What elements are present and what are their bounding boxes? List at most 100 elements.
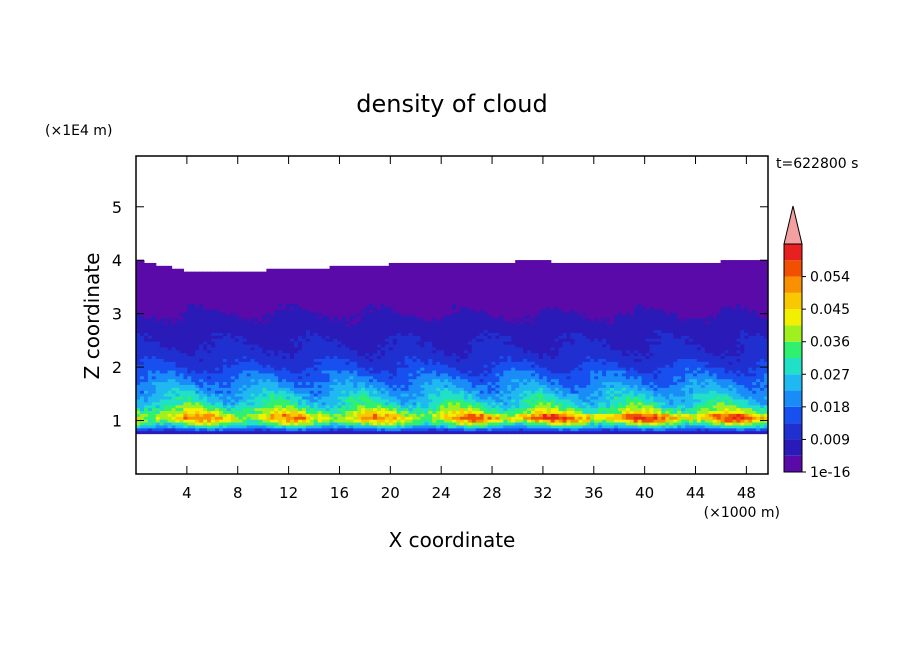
contour-cell bbox=[444, 390, 449, 394]
contour-cell bbox=[400, 407, 406, 411]
contour-cell bbox=[582, 419, 587, 423]
contour-cell bbox=[744, 410, 749, 414]
contour-cell bbox=[677, 419, 682, 423]
contour-cell bbox=[207, 398, 212, 403]
contour-cell bbox=[752, 358, 757, 362]
contour-cell bbox=[574, 346, 579, 351]
contour-cell bbox=[242, 384, 248, 388]
contour-cell bbox=[416, 384, 421, 388]
contour-cell bbox=[242, 387, 248, 391]
contour-cell bbox=[764, 404, 768, 409]
contour-cell bbox=[412, 369, 418, 374]
contour-cell bbox=[534, 407, 540, 411]
contour-cell bbox=[369, 361, 374, 365]
contour-cell bbox=[756, 421, 761, 426]
contour-cell bbox=[203, 375, 208, 380]
contour-cell bbox=[534, 404, 540, 409]
contour-cell bbox=[641, 410, 647, 414]
contour-cell bbox=[463, 424, 469, 429]
contour-cell bbox=[645, 364, 651, 368]
contour-cell bbox=[357, 427, 362, 432]
contour-cell bbox=[696, 410, 702, 414]
contour-cell bbox=[479, 416, 485, 420]
contour-cell bbox=[538, 393, 544, 397]
contour-cell bbox=[317, 404, 323, 409]
contour-cell bbox=[139, 341, 145, 345]
contour-cell bbox=[412, 419, 418, 423]
contour-cell bbox=[578, 395, 583, 400]
contour-cell bbox=[167, 378, 173, 383]
contour-cell bbox=[349, 393, 354, 397]
contour-cell bbox=[542, 393, 548, 397]
contour-cell bbox=[191, 410, 196, 414]
contour-cell bbox=[183, 369, 188, 374]
contour-cell bbox=[139, 355, 145, 359]
contour-cell bbox=[230, 390, 236, 394]
contour-cell bbox=[361, 424, 366, 429]
contour-cell bbox=[380, 393, 386, 397]
contour-cell bbox=[325, 427, 331, 432]
contour-cell bbox=[732, 390, 737, 394]
contour-cell bbox=[503, 381, 508, 385]
contour-cell bbox=[301, 404, 307, 409]
contour-cell bbox=[266, 358, 271, 362]
contour-cell bbox=[558, 358, 564, 362]
contour-cell bbox=[606, 361, 611, 365]
contour-cell bbox=[736, 393, 741, 397]
contour-cell bbox=[282, 430, 287, 435]
contour-cell bbox=[317, 421, 323, 426]
contour-cell bbox=[649, 343, 655, 348]
contour-cell bbox=[309, 346, 315, 351]
contour-cell bbox=[590, 381, 595, 385]
contour-cell bbox=[507, 410, 512, 414]
contour-cell bbox=[724, 369, 730, 374]
contour-cell bbox=[341, 410, 346, 414]
contour-cell bbox=[479, 372, 485, 377]
contour-cell bbox=[349, 355, 354, 359]
contour-cell bbox=[380, 372, 386, 377]
contour-cell bbox=[357, 381, 362, 385]
contour-cell bbox=[171, 430, 177, 435]
contour-cell bbox=[744, 390, 749, 394]
contour-cell bbox=[373, 419, 378, 423]
contour-cell bbox=[503, 390, 508, 394]
contour-cell bbox=[491, 410, 497, 414]
contour-cell bbox=[712, 407, 718, 411]
contour-cell bbox=[538, 416, 544, 420]
contour-cell bbox=[566, 393, 572, 397]
contour-cell bbox=[254, 352, 260, 357]
contour-cell bbox=[218, 381, 224, 385]
contour-cell bbox=[325, 369, 331, 374]
contour-cell bbox=[191, 393, 196, 397]
contour-cell bbox=[752, 372, 757, 377]
contour-cell bbox=[471, 381, 477, 385]
contour-cell bbox=[361, 364, 366, 368]
contour-cell bbox=[282, 343, 287, 348]
contour-cell bbox=[764, 427, 768, 432]
contour-cell bbox=[440, 364, 445, 368]
contour-cell bbox=[463, 413, 469, 417]
contour-cell bbox=[305, 407, 311, 411]
contour-cell bbox=[388, 401, 394, 406]
contour-cell bbox=[748, 395, 753, 400]
contour-cell bbox=[242, 427, 248, 432]
contour-cell bbox=[519, 355, 524, 359]
contour-cell bbox=[527, 398, 532, 403]
contour-cell bbox=[262, 361, 267, 365]
contour-cell bbox=[301, 358, 307, 362]
contour-cell bbox=[554, 343, 560, 348]
contour-cell bbox=[412, 367, 418, 371]
contour-cell bbox=[380, 413, 386, 417]
contour-cell bbox=[677, 395, 682, 400]
contour-cell bbox=[752, 401, 757, 406]
contour-cell bbox=[669, 419, 674, 423]
contour-cell bbox=[764, 378, 768, 383]
contour-cell bbox=[309, 419, 315, 423]
contour-cell bbox=[226, 407, 232, 411]
contour-cell bbox=[617, 349, 623, 354]
contour-cell bbox=[499, 364, 504, 368]
contour-cell bbox=[373, 346, 378, 351]
contour-cell bbox=[147, 381, 153, 385]
contour-cell bbox=[621, 349, 627, 354]
contour-cell bbox=[649, 384, 655, 388]
